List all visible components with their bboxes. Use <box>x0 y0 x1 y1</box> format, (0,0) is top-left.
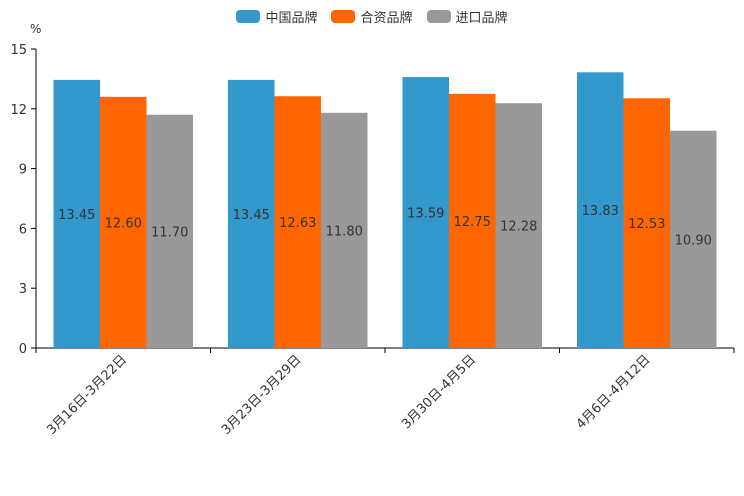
bar-value-label: 12.28 <box>500 220 537 235</box>
bar[interactable] <box>670 130 717 348</box>
legend-item-joint-venture-brand[interactable]: 合资品牌 <box>331 7 413 26</box>
bar-value-label: 11.80 <box>326 224 363 239</box>
y-tick-label: 12 <box>10 103 27 118</box>
y-tick-label: 3 <box>19 282 27 297</box>
bar-value-label: 13.83 <box>582 204 619 219</box>
bar-value-label: 12.75 <box>454 215 491 230</box>
legend: 中国品牌 合资品牌 进口品牌 <box>0 6 744 26</box>
legend-swatch-china-brand <box>236 9 261 23</box>
bar-value-label: 12.53 <box>628 217 665 232</box>
x-tick-label: 3月23日-3月29日 <box>219 352 305 438</box>
legend-swatch-joint-venture-brand <box>331 9 356 23</box>
bar[interactable] <box>402 77 450 348</box>
y-tick-label: 0 <box>19 342 27 357</box>
x-tick-label: 3月16日-3月22日 <box>44 352 130 438</box>
bar-value-label: 12.63 <box>279 216 316 231</box>
y-tick-label: 9 <box>19 163 27 178</box>
bars <box>53 72 717 349</box>
bar-value-label: 13.45 <box>58 208 95 223</box>
bar[interactable] <box>321 112 368 348</box>
bar-value-label: 11.70 <box>151 225 188 240</box>
bar-value-label: 13.59 <box>407 207 444 222</box>
legend-item-imported-brand[interactable]: 进口品牌 <box>426 7 508 26</box>
y-tick-label: 15 <box>10 43 27 58</box>
bar-value-label: 12.60 <box>105 216 142 231</box>
legend-label-joint-venture-brand: 合资品牌 <box>360 10 413 26</box>
x-axis: 3月16日-3月22日 3月23日-3月29日 3月30日-4月5日 4月6日-4月1… <box>35 347 735 438</box>
bar-value-label: 10.90 <box>675 233 712 248</box>
bar[interactable] <box>449 93 496 348</box>
y-axis: 0 3 6 9 12 15 <box>10 43 37 357</box>
bar[interactable] <box>577 72 624 349</box>
bar[interactable] <box>53 79 101 348</box>
legend-item-china-brand[interactable]: 中国品牌 <box>236 7 317 26</box>
legend-label-imported-brand: 进口品牌 <box>455 10 508 26</box>
y-tick-label: 6 <box>19 222 27 237</box>
legend-swatch-imported-brand <box>426 9 451 23</box>
bar[interactable] <box>623 98 671 348</box>
bar[interactable] <box>274 96 322 348</box>
x-tick-label: 4月6日-4月12日 <box>574 352 654 432</box>
bar-value-label: 13.45 <box>233 208 270 223</box>
value-labels: 13.45 13.45 13.59 13.83 12.60 12.63 12.75 12.53… <box>58 204 712 248</box>
y-axis-unit-label: % <box>30 22 41 36</box>
bar[interactable] <box>228 79 275 348</box>
legend-label-china-brand: 中国品牌 <box>265 10 318 26</box>
bar[interactable] <box>100 96 147 348</box>
x-tick-label: 3月30日-4月5日 <box>399 352 479 432</box>
bar[interactable] <box>146 114 194 348</box>
bar[interactable] <box>495 103 543 349</box>
